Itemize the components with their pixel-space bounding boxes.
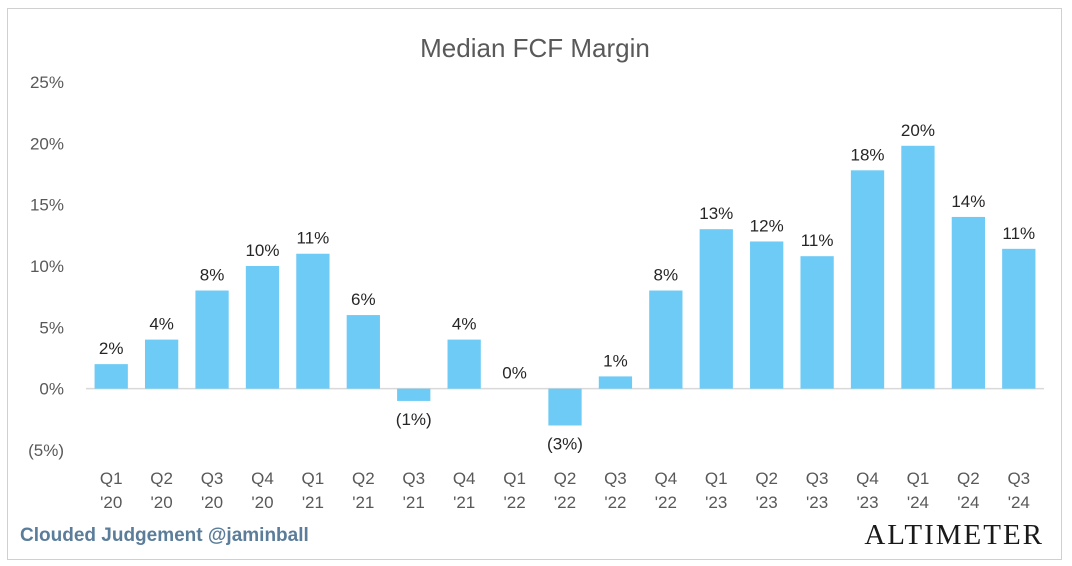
bar — [800, 256, 834, 389]
x-tick-label: '22 — [655, 493, 677, 512]
x-tick-label: Q2 — [150, 469, 173, 488]
data-label: 8% — [654, 266, 679, 285]
data-label: 0% — [502, 364, 527, 383]
bar — [699, 229, 733, 389]
bar — [598, 376, 633, 389]
x-tick-label: '23 — [856, 493, 878, 512]
x-tick-label: '22 — [504, 493, 526, 512]
x-tick-label: Q1 — [503, 469, 526, 488]
data-label: 12% — [750, 216, 784, 235]
data-label: 8% — [200, 266, 225, 285]
y-tick-label: 20% — [30, 134, 64, 153]
x-tick-label: Q1 — [907, 469, 930, 488]
chart-frame: Median FCF Margin (5%) 0% 5% 10% 15% 20% 25% 2… — [7, 8, 1062, 560]
x-tick-label: Q3 — [201, 469, 224, 488]
bar — [901, 145, 935, 389]
x-tick-label: Q1 — [100, 469, 123, 488]
x-tick-label: Q1 — [705, 469, 728, 488]
bar — [94, 364, 128, 389]
data-label: 11% — [1002, 224, 1035, 243]
data-label: 11% — [297, 229, 330, 248]
altimeter-logo: ALTIMETER — [864, 519, 1044, 551]
x-tick-label: '20 — [201, 493, 223, 512]
data-label: (3%) — [547, 434, 583, 453]
x-tick-label: '22 — [604, 493, 626, 512]
data-label: 11% — [801, 231, 834, 250]
x-tick-label: Q4 — [856, 469, 879, 488]
y-tick-label: (5%) — [28, 441, 64, 460]
x-tick-label: Q4 — [453, 469, 476, 488]
data-label: 1% — [603, 351, 628, 370]
bar — [296, 253, 330, 389]
data-label: 2% — [99, 339, 124, 358]
data-label: 4% — [452, 315, 477, 334]
x-tick-label: '21 — [403, 493, 425, 512]
y-tick-label: 0% — [39, 380, 64, 399]
bar — [951, 216, 986, 389]
x-tick-label: Q4 — [251, 469, 274, 488]
bar — [548, 388, 582, 426]
bar — [397, 388, 431, 401]
x-tick-label: '24 — [957, 493, 979, 512]
bar — [1002, 248, 1036, 389]
bar-chart: Median FCF Margin (5%) 0% 5% 10% 15% 20% 25% 2… — [28, 33, 1044, 512]
x-tick-label: '21 — [302, 493, 324, 512]
bar — [346, 315, 380, 389]
x-tick-label: '21 — [352, 493, 374, 512]
x-tick-label: Q3 — [402, 469, 425, 488]
x-tick-label: Q3 — [806, 469, 829, 488]
x-tick-label: '20 — [100, 493, 122, 512]
bar — [245, 266, 280, 389]
x-tick-label: '24 — [907, 493, 929, 512]
x-tick-label: '23 — [756, 493, 778, 512]
y-tick-label: 10% — [30, 257, 64, 276]
y-tick-label: 5% — [39, 318, 64, 337]
bar — [195, 290, 229, 389]
data-label: 14% — [951, 192, 985, 211]
x-tick-label: '23 — [705, 493, 727, 512]
bar — [850, 170, 885, 389]
y-tick-label: 15% — [30, 196, 64, 215]
source-credit: Clouded Judgement @jaminball — [20, 525, 309, 546]
data-label: 13% — [699, 204, 733, 223]
data-label: 10% — [245, 241, 279, 260]
x-tick-label: Q2 — [755, 469, 778, 488]
data-label: 18% — [851, 145, 885, 164]
bar — [649, 290, 683, 389]
y-tick-label: 25% — [30, 73, 64, 92]
bar — [447, 339, 481, 389]
x-tick-label: '22 — [554, 493, 576, 512]
x-tick-label: '21 — [453, 493, 475, 512]
x-tick-label: Q3 — [1007, 469, 1030, 488]
x-tick-label: Q1 — [302, 469, 325, 488]
x-tick-label: Q4 — [654, 469, 677, 488]
x-tick-label: Q2 — [957, 469, 980, 488]
x-tick-label: Q2 — [352, 469, 375, 488]
x-tick-label: '20 — [251, 493, 273, 512]
data-label: (1%) — [396, 410, 432, 429]
data-label: 6% — [351, 290, 376, 309]
bar — [750, 241, 784, 389]
data-label: 20% — [901, 121, 935, 140]
x-tick-label: Q2 — [554, 469, 577, 488]
x-tick-label: '24 — [1008, 493, 1030, 512]
chart-title: Median FCF Margin — [420, 33, 650, 63]
bar — [144, 339, 179, 389]
x-tick-label: Q3 — [604, 469, 627, 488]
x-tick-label: '23 — [806, 493, 828, 512]
data-label: 4% — [149, 315, 174, 334]
x-tick-label: '20 — [151, 493, 173, 512]
